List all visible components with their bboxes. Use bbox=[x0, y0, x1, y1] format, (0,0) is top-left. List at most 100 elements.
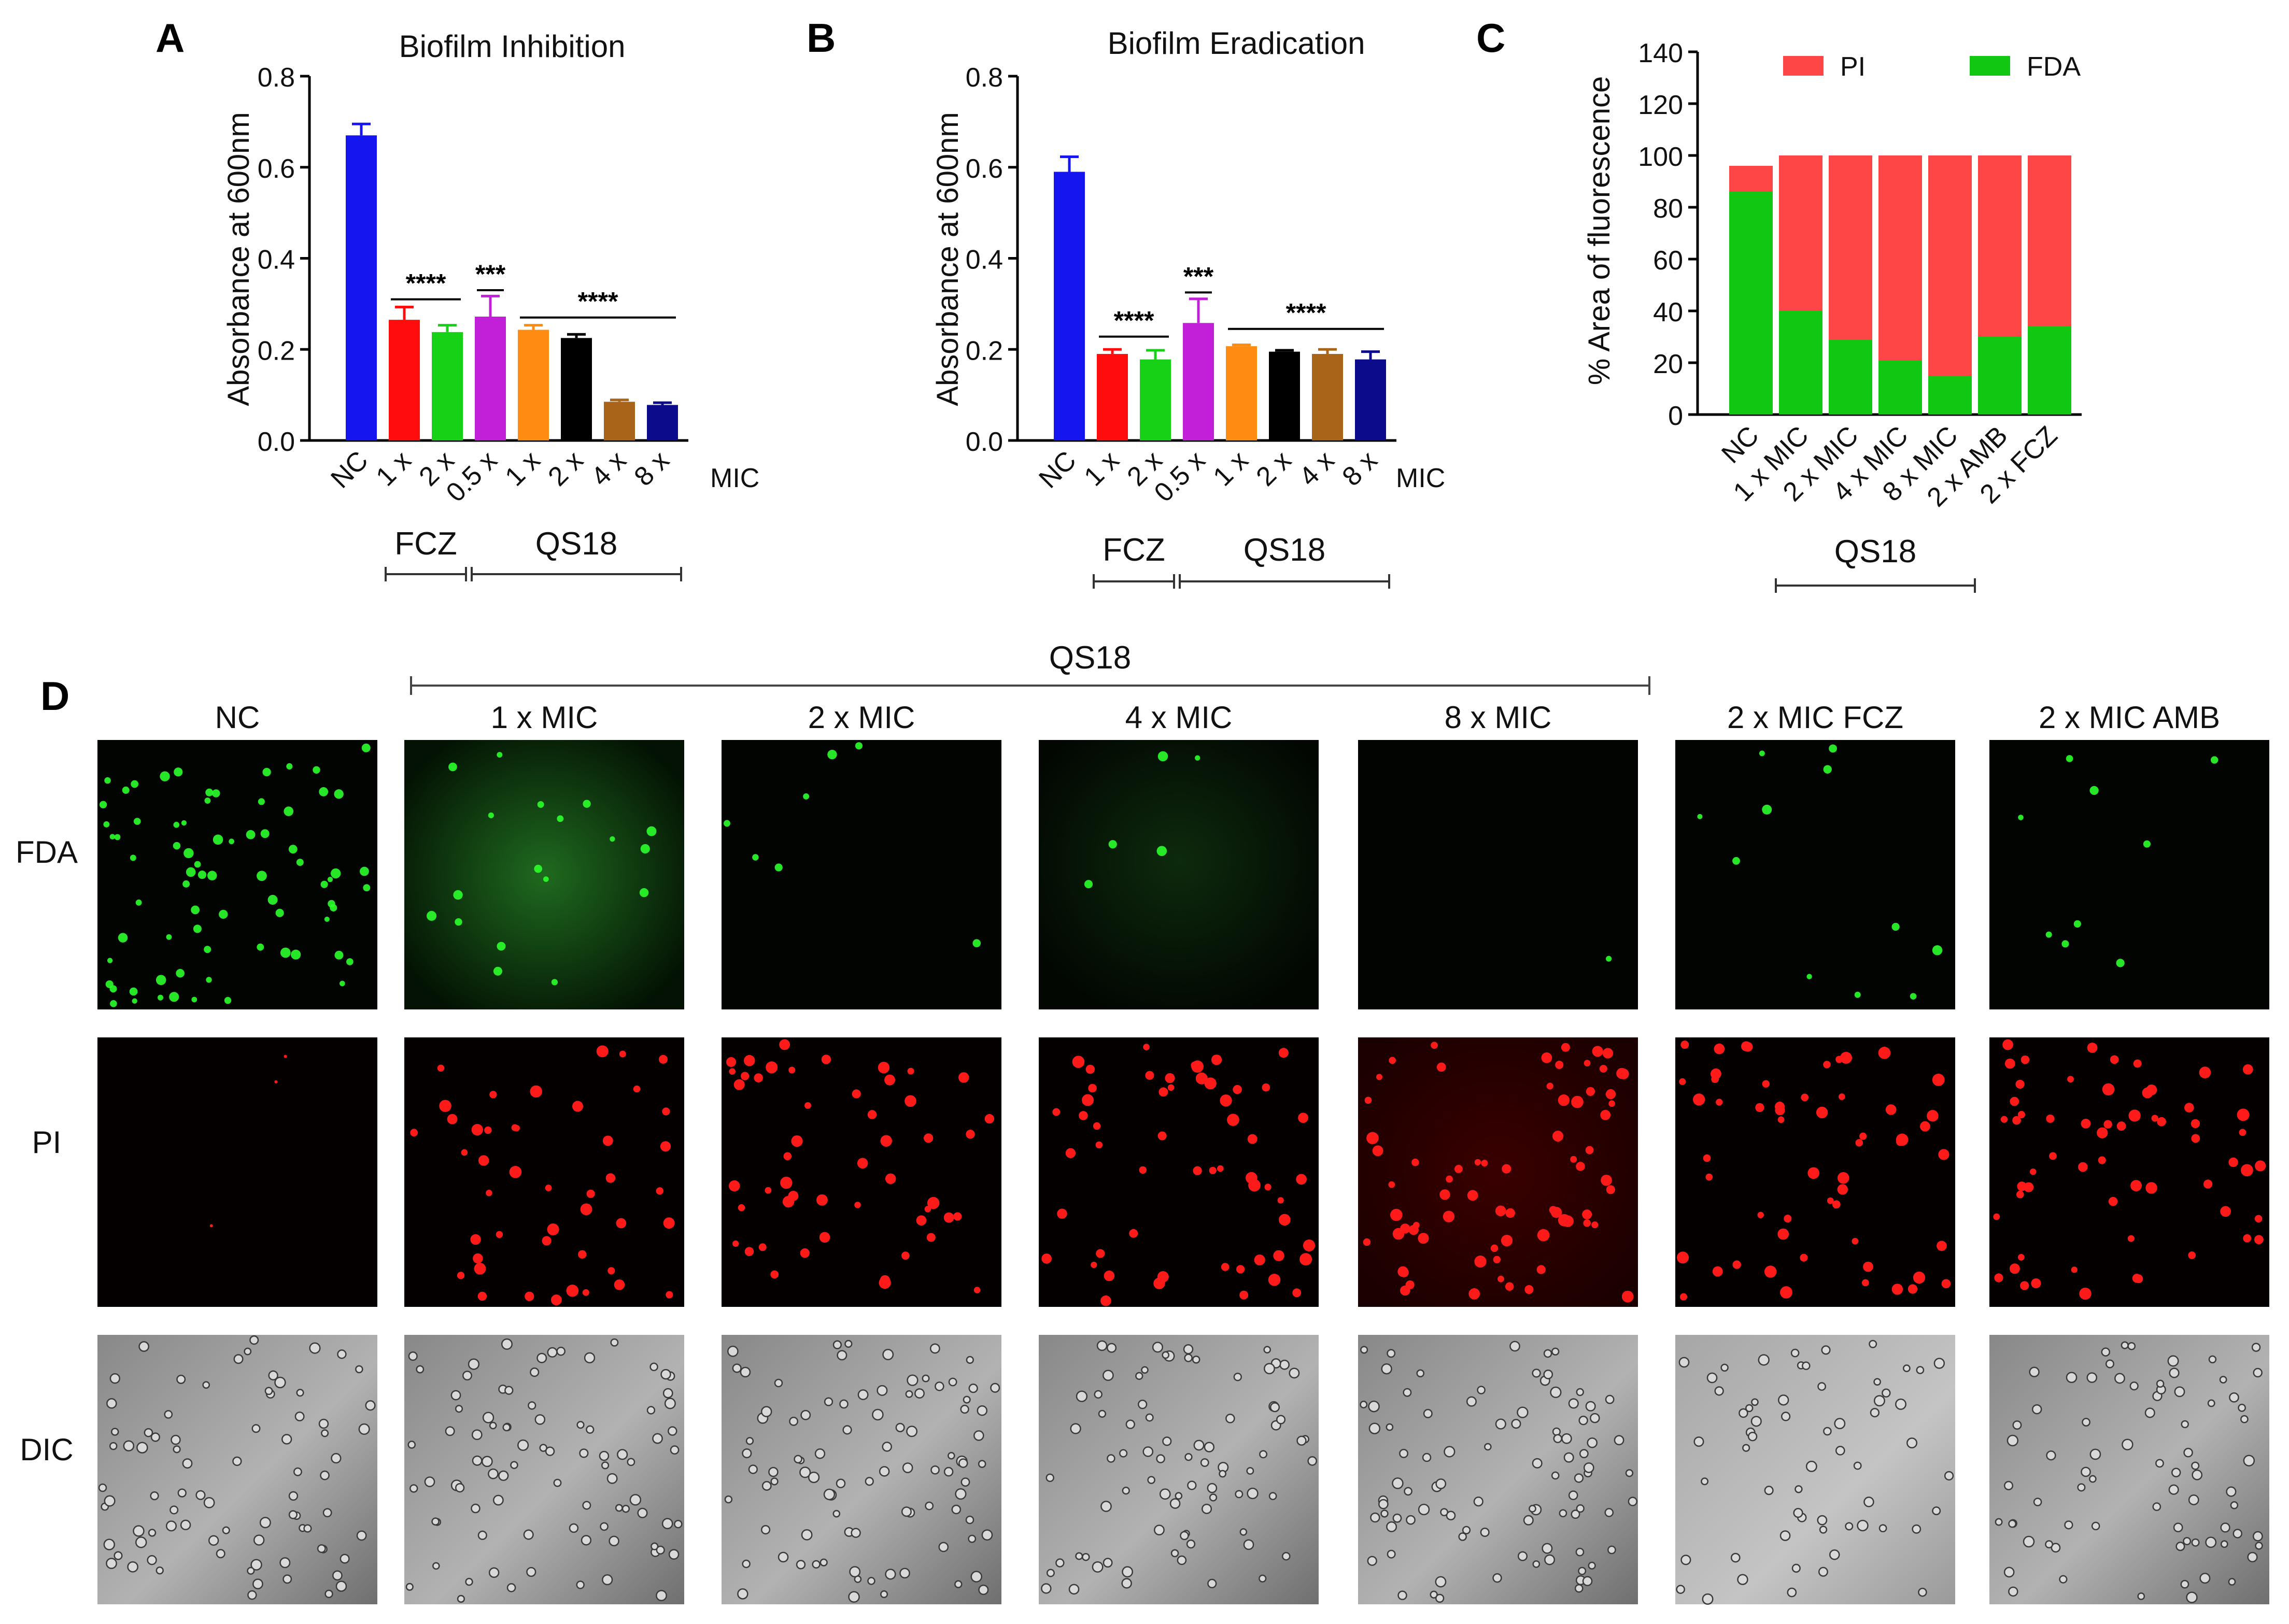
pi-cell bbox=[901, 1251, 910, 1260]
dic-cell bbox=[114, 1551, 123, 1560]
fda-cell bbox=[334, 950, 344, 960]
chart-a-y-tick-label: 0.8 bbox=[258, 63, 295, 93]
pi-cell bbox=[605, 1173, 616, 1183]
pi-cell bbox=[2024, 1182, 2034, 1192]
dic-cell bbox=[2169, 1367, 2180, 1378]
pi-cell bbox=[1896, 1137, 1905, 1146]
pi-cell bbox=[885, 1173, 896, 1184]
fda-cell bbox=[646, 826, 657, 836]
chart-a-x-tick-label: 1 x bbox=[370, 445, 417, 492]
dic-cell bbox=[958, 1458, 968, 1468]
dic-cell bbox=[98, 1483, 107, 1492]
dic-cell bbox=[1509, 1341, 1520, 1352]
dic-cell bbox=[1296, 1435, 1307, 1446]
fda-cell bbox=[182, 880, 190, 888]
microscopy-image-dic bbox=[1358, 1335, 1638, 1604]
pi-cell bbox=[821, 1055, 831, 1064]
fda-cell bbox=[313, 766, 320, 774]
pi-cell bbox=[1418, 1233, 1429, 1244]
dic-cell bbox=[842, 1425, 852, 1435]
pi-cell bbox=[1680, 1041, 1689, 1049]
pi-cell bbox=[1041, 1253, 1052, 1264]
dic-cell bbox=[2229, 1392, 2239, 1403]
panel-letter-c: C bbox=[1476, 15, 1505, 61]
dic-cell bbox=[1068, 1584, 1080, 1595]
dic-cell bbox=[501, 1338, 513, 1350]
pi-cell bbox=[1246, 1172, 1257, 1184]
pi-cell bbox=[1502, 1164, 1511, 1174]
pi-cell bbox=[1408, 1224, 1419, 1235]
dic-cell bbox=[895, 1422, 905, 1432]
dic-cell bbox=[103, 1538, 115, 1550]
dic-cell bbox=[2155, 1459, 2164, 1468]
dic-cell bbox=[1745, 1404, 1754, 1413]
pi-cell bbox=[2004, 1058, 2015, 1069]
chart-a-bar bbox=[561, 338, 592, 440]
dic-cell bbox=[409, 1484, 418, 1493]
pi-cell bbox=[2133, 1059, 2142, 1068]
dic-cell bbox=[1779, 1530, 1791, 1541]
dic-cell bbox=[1701, 1477, 1709, 1486]
pi-cell bbox=[1095, 1141, 1103, 1149]
pi-cell bbox=[1085, 1064, 1095, 1074]
dic-cell bbox=[2081, 1466, 2091, 1477]
dic-cell bbox=[2186, 1591, 2198, 1603]
pi-cell bbox=[457, 1272, 465, 1279]
dic-cell bbox=[431, 1517, 440, 1526]
pi-cell bbox=[1920, 1121, 1930, 1132]
fda-cell bbox=[1195, 755, 1200, 761]
dic-cell bbox=[2082, 1418, 2090, 1427]
microscopy-image-pi bbox=[1039, 1037, 1319, 1307]
dic-cell bbox=[1186, 1540, 1196, 1549]
pi-cell bbox=[2098, 1156, 2106, 1164]
dic-cell bbox=[2192, 1469, 2203, 1480]
dic-cell bbox=[1583, 1462, 1594, 1473]
chart-a-y-tick-label: 0.6 bbox=[258, 154, 295, 184]
pi-cell bbox=[547, 1223, 559, 1235]
dic-cell bbox=[2144, 1407, 2155, 1418]
dic-cell bbox=[1207, 1578, 1217, 1589]
pi-cell bbox=[1592, 1046, 1603, 1057]
pi-cell bbox=[880, 1275, 891, 1286]
dic-cell bbox=[1823, 1427, 1832, 1436]
pi-cell bbox=[1586, 1087, 1595, 1096]
dic-cell bbox=[1571, 1509, 1580, 1519]
pi-cell bbox=[2017, 1110, 2025, 1119]
dic-cell bbox=[489, 1421, 497, 1430]
dic-cell bbox=[1802, 1361, 1811, 1370]
dic-cell bbox=[1378, 1499, 1389, 1509]
dic-cell bbox=[293, 1467, 302, 1476]
fda-cell bbox=[724, 820, 730, 827]
dic-cell bbox=[1607, 1545, 1616, 1555]
dic-cell bbox=[2188, 1494, 2199, 1505]
pi-cell bbox=[1364, 1096, 1372, 1104]
dic-cell bbox=[774, 1378, 783, 1388]
dic-cell bbox=[2046, 1450, 2056, 1461]
dic-cell bbox=[661, 1518, 673, 1530]
fda-cell bbox=[2089, 786, 2099, 795]
chart-c-bar-fda bbox=[1779, 311, 1822, 415]
dic-cell bbox=[951, 1504, 962, 1515]
chart-c-y-tick-label: 120 bbox=[1638, 90, 1683, 120]
chart-c-legend-swatch-pi bbox=[1783, 56, 1824, 76]
pi-cell bbox=[1570, 1156, 1577, 1163]
pi-cell bbox=[660, 1141, 671, 1152]
microscopy-column-label: 4 x MIC bbox=[1125, 700, 1233, 735]
pi-cell bbox=[484, 1126, 492, 1134]
dic-cell bbox=[1386, 1521, 1397, 1532]
dic-cell bbox=[1263, 1346, 1271, 1354]
fda-cell bbox=[132, 998, 137, 1004]
dic-cell bbox=[1552, 1427, 1561, 1436]
pi-cell bbox=[1585, 1146, 1594, 1155]
dic-cell bbox=[1175, 1492, 1183, 1500]
dic-cell bbox=[1193, 1440, 1205, 1451]
dic-cell bbox=[1096, 1340, 1108, 1351]
dic-cell bbox=[963, 1395, 971, 1404]
microscopy-column-label: NC bbox=[215, 700, 260, 735]
dic-cell bbox=[1219, 1470, 1226, 1478]
dic-cell bbox=[1403, 1388, 1412, 1397]
pi-cell bbox=[1891, 1284, 1903, 1295]
dic-cell bbox=[247, 1590, 257, 1600]
dic-cell bbox=[925, 1501, 934, 1511]
dic-cell bbox=[123, 1440, 135, 1451]
